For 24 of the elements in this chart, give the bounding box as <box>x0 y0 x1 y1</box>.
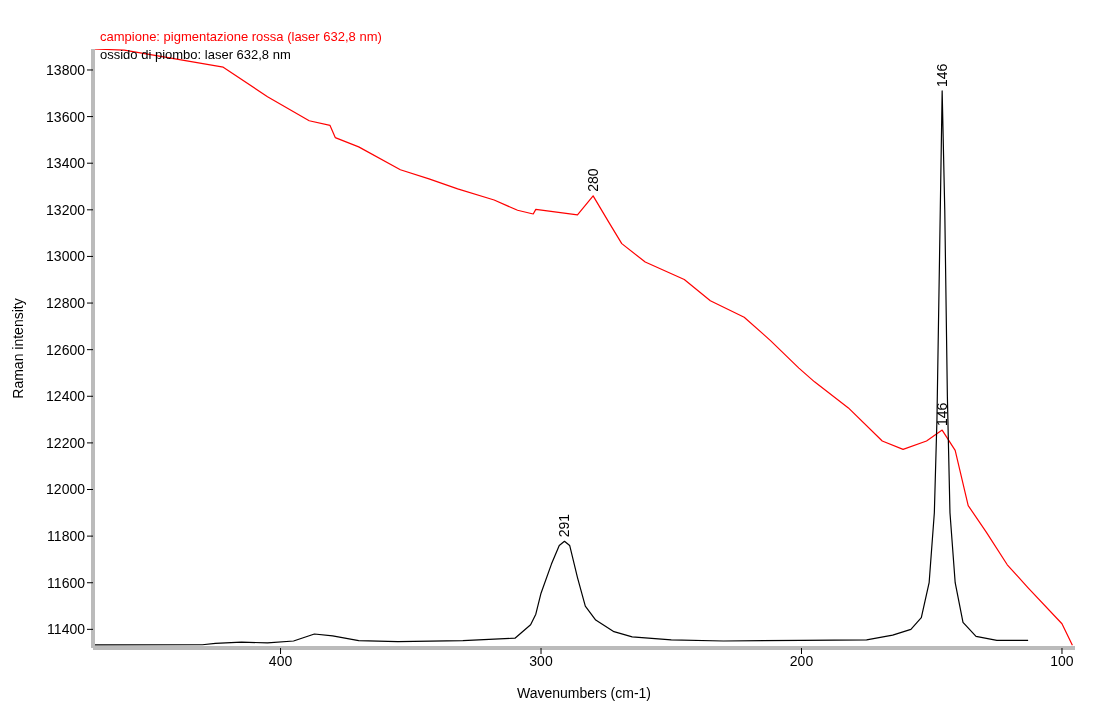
y-tick-label: 13600 <box>46 108 86 125</box>
x-tick-label: 200 <box>789 652 814 669</box>
y-tick-label: 13000 <box>46 248 86 265</box>
series-label: campione: pigmentazione rossa (laser 632,8 nm) <box>100 28 382 46</box>
y-tick-label: 11800 <box>47 528 86 545</box>
y-tick-label: 12400 <box>46 388 86 405</box>
y-tick-label: 13800 <box>46 61 86 78</box>
y-tick-label: 11400 <box>47 621 86 638</box>
x-tick-label: 400 <box>268 652 293 669</box>
annotation: 146 <box>934 63 951 87</box>
x-axis-title: Wavenumbers (cm-1) <box>516 685 652 701</box>
y-tick-label: 12800 <box>46 295 86 312</box>
y-tick-label: 12600 <box>46 341 86 358</box>
y-tick-label: 11600 <box>47 574 86 591</box>
y-tick-label: 12000 <box>46 481 86 498</box>
y-tick-label: 12200 <box>46 434 86 451</box>
y-tick-label: 13400 <box>46 155 86 172</box>
x-tick-label: 300 <box>529 652 553 669</box>
x-tick-label: 100 <box>1050 652 1074 669</box>
y-tick-label: 13200 <box>46 201 86 218</box>
y-axis-title: Raman intensity <box>9 298 26 399</box>
annotation: 280 <box>585 168 602 192</box>
annotation: 146 <box>934 402 951 427</box>
annotation: 291 <box>556 513 573 538</box>
